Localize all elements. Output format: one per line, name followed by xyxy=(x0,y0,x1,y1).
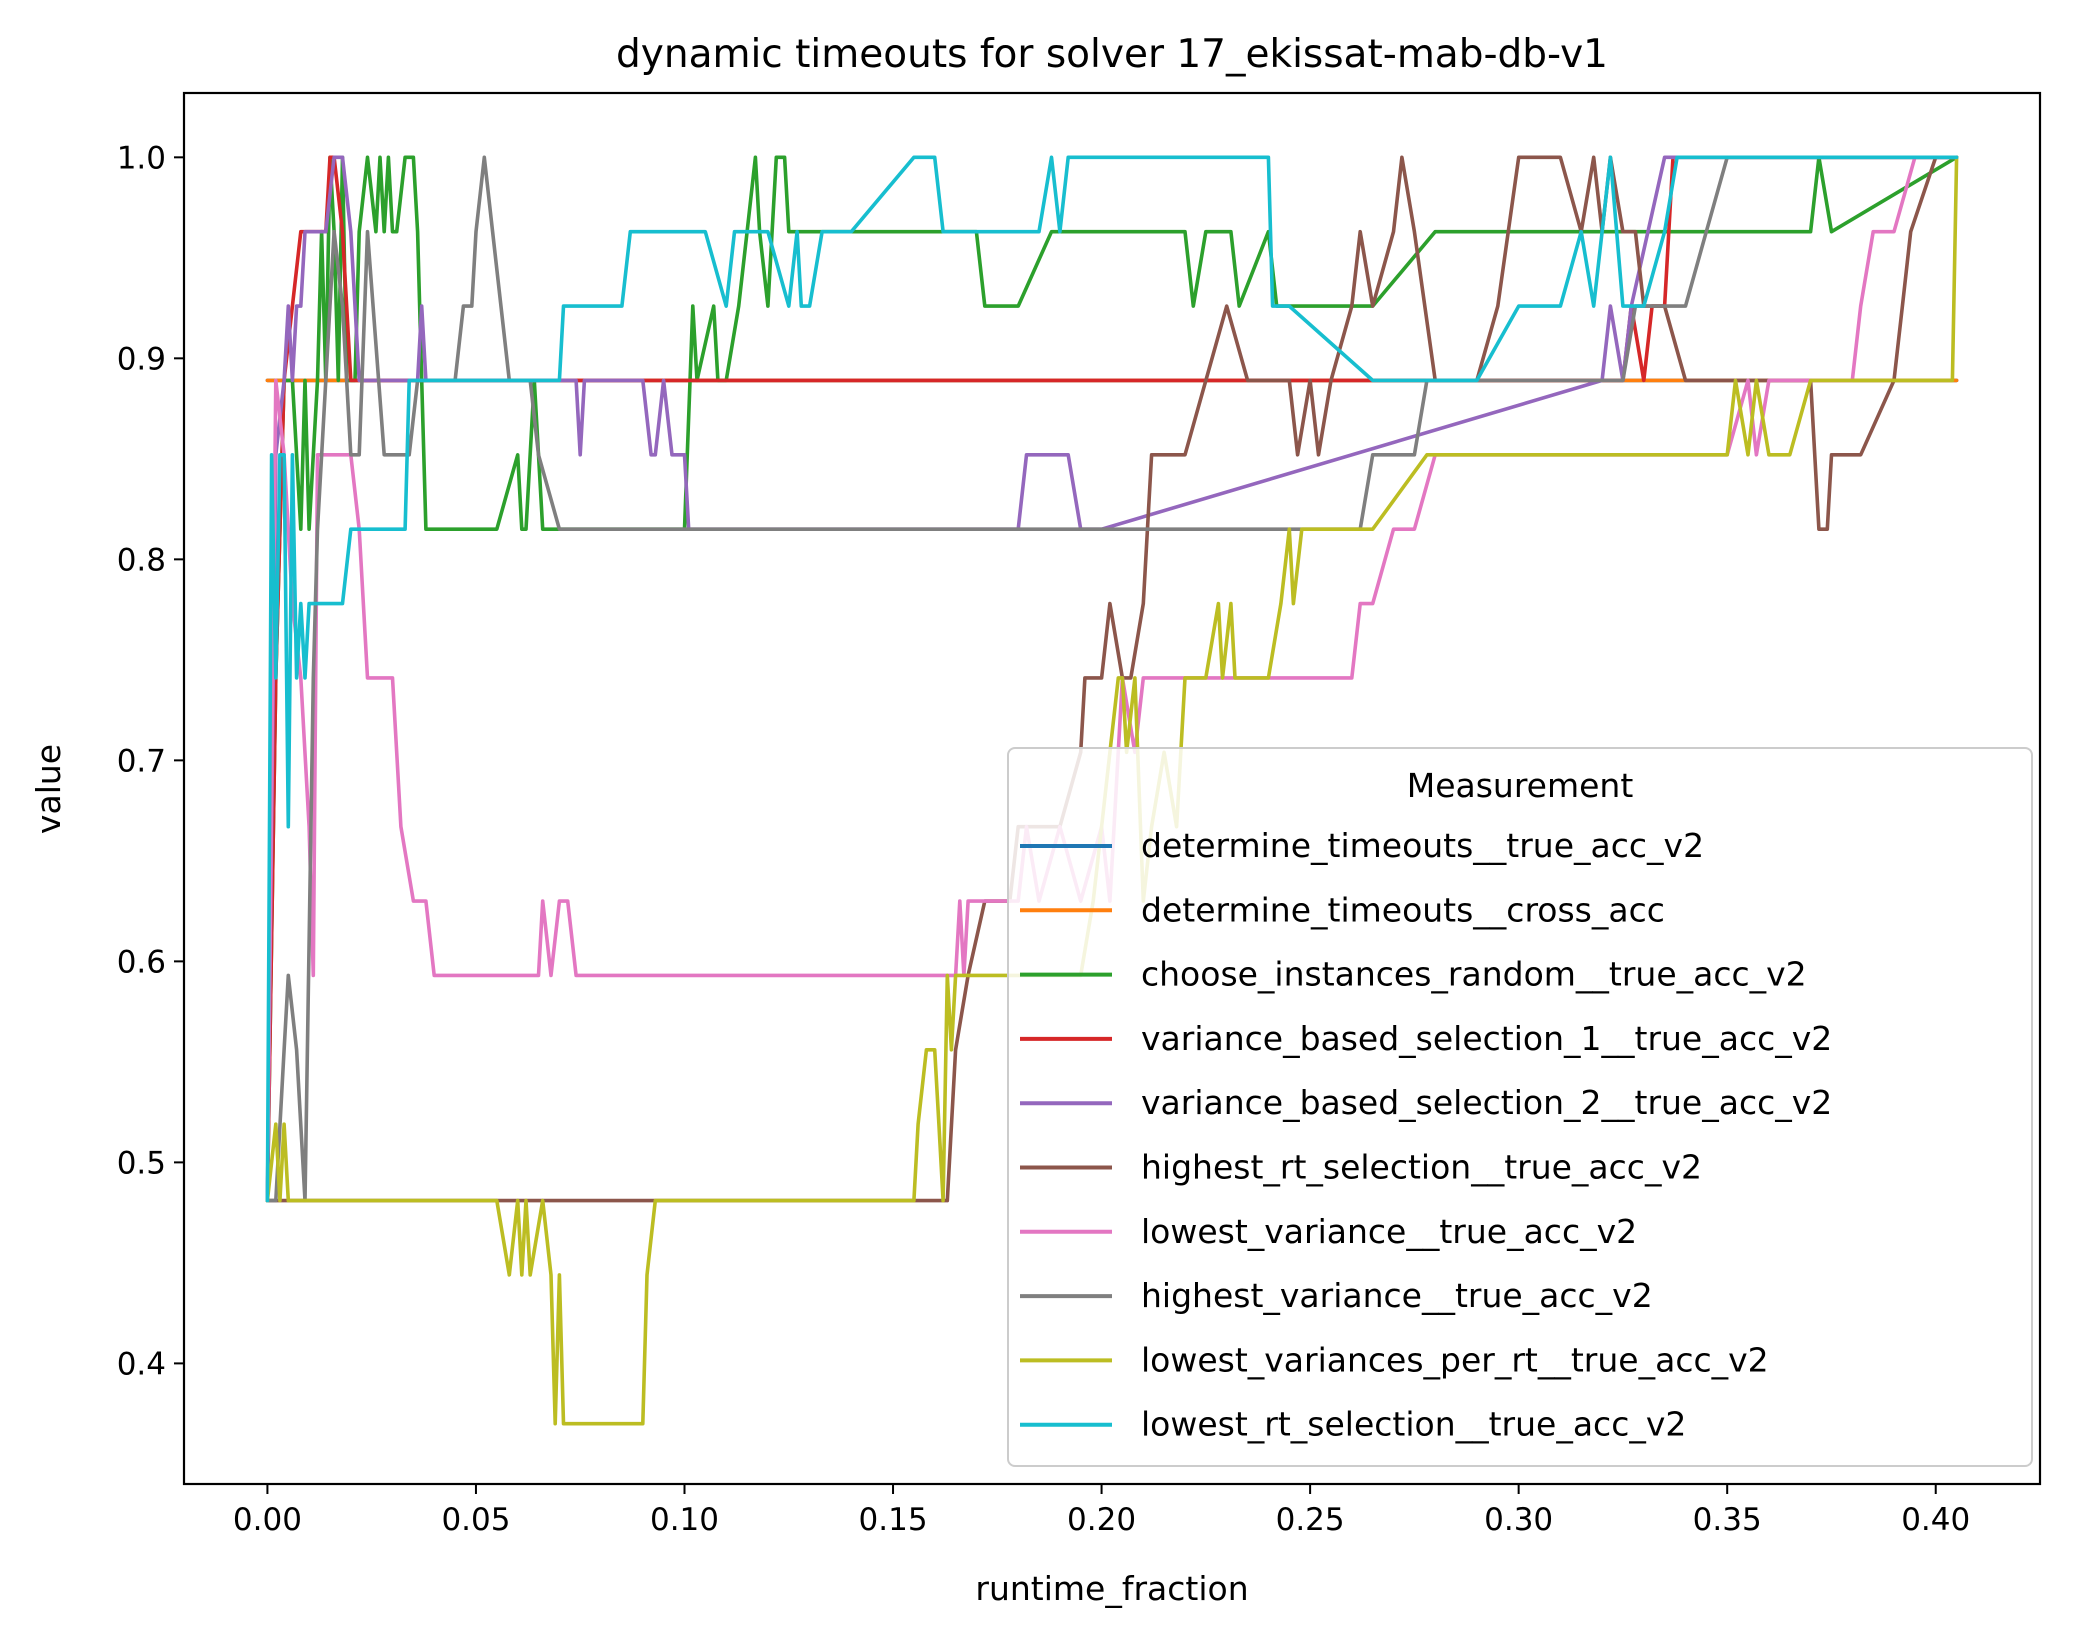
legend-label: lowest_variances_per_rt__true_acc_v2 xyxy=(1141,1340,1769,1379)
legend-label: variance_based_selection_1__true_acc_v2 xyxy=(1141,1019,1832,1058)
y-tick-label: 0.7 xyxy=(117,743,166,779)
x-tick-label: 0.15 xyxy=(859,1502,928,1538)
y-tick-label: 0.8 xyxy=(117,542,166,578)
series-line-lowest_rt_selection__true_acc_v2 xyxy=(265,155,1959,1203)
legend-label: determine_timeouts__cross_acc xyxy=(1141,890,1665,929)
legend-label: highest_variance__true_acc_v2 xyxy=(1141,1276,1653,1315)
x-tick-label: 0.25 xyxy=(1276,1502,1345,1538)
y-tick-label: 0.5 xyxy=(117,1145,166,1181)
x-tick-label: 0.00 xyxy=(233,1502,302,1538)
y-tick-label: 0.4 xyxy=(117,1346,166,1382)
legend-items: determine_timeouts__true_acc_v2 determine… xyxy=(1020,826,1832,1444)
x-tick-label: 0.30 xyxy=(1484,1502,1553,1538)
x-tick-label: 0.20 xyxy=(1067,1502,1136,1538)
legend-label: lowest_variance__true_acc_v2 xyxy=(1141,1212,1637,1251)
legend-label: determine_timeouts__true_acc_v2 xyxy=(1141,826,1704,865)
x-tick-label: 0.05 xyxy=(441,1502,510,1538)
x-tick-label: 0.35 xyxy=(1693,1502,1762,1538)
legend-label: variance_based_selection_2__true_acc_v2 xyxy=(1141,1083,1832,1122)
x-tick-label: 0.10 xyxy=(650,1502,719,1538)
y-tick-label: 0.9 xyxy=(117,341,166,377)
legend-box xyxy=(1007,747,2033,1467)
y-axis-ticks: 0.4 0.5 0.6 0.7 0.8 0.9 1.0 xyxy=(117,140,184,1382)
chart-title: dynamic timeouts for solver 17_ekissat-m… xyxy=(616,32,1608,77)
series-line-variance_based_selection_1__true_acc_v2 xyxy=(265,155,1959,1203)
series-layer xyxy=(265,155,1959,1426)
legend-label: lowest_rt_selection__true_acc_v2 xyxy=(1141,1405,1686,1444)
y-axis-label: value xyxy=(29,744,68,834)
series-line-highest_variance__true_acc_v2 xyxy=(265,155,1959,1203)
series-line-highest_rt_selection__true_acc_v2 xyxy=(265,155,1959,1203)
plot-frame xyxy=(182,91,2042,1486)
series-line-lowest_variances_per_rt__true_acc_v2 xyxy=(265,155,1959,1426)
x-axis-ticks: 0.00 0.05 0.10 0.15 0.20 0.25 0.30 0.35 0.40 xyxy=(233,1484,1970,1538)
y-tick-label: 1.0 xyxy=(117,140,166,176)
legend-label: highest_rt_selection__true_acc_v2 xyxy=(1141,1148,1702,1187)
legend: Measurement determine_timeouts__true_acc… xyxy=(1007,747,2033,1467)
y-tick-label: 0.6 xyxy=(117,944,166,980)
legend-title: Measurement xyxy=(1407,766,1634,805)
x-axis-label: runtime_fraction xyxy=(975,1569,1248,1608)
x-tick-label: 0.40 xyxy=(1901,1502,1970,1538)
legend-label: choose_instances_random__true_acc_v2 xyxy=(1141,955,1807,994)
